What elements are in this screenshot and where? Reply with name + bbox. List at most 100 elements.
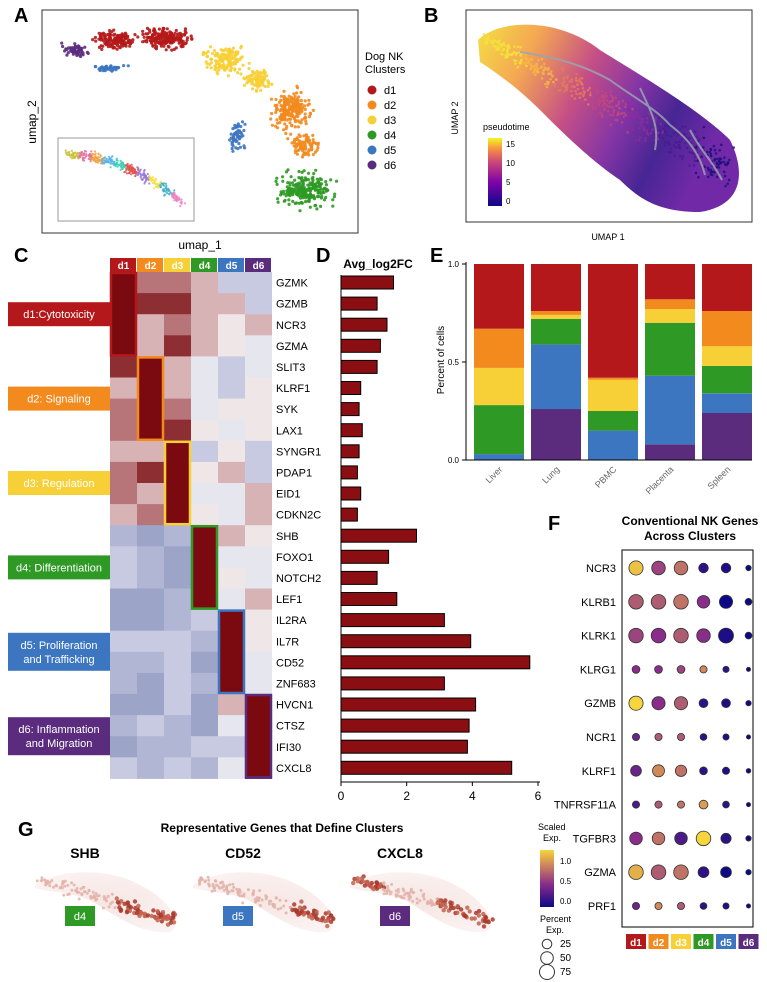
feature-g-cell <box>326 910 331 915</box>
heatmap-cell <box>191 630 218 653</box>
feature-g-cell <box>408 894 412 898</box>
dot-f-gene-label: TNFRSF11A <box>554 800 617 812</box>
umap-a-inset-cell <box>156 183 159 186</box>
umap-a-inset-cell <box>143 169 146 173</box>
heatmap-cell <box>137 377 164 400</box>
panel-letter-c: C <box>14 245 28 267</box>
umap-a-cell <box>100 47 104 52</box>
bar-e-category-label: Liver <box>484 464 505 485</box>
umap-b-cell <box>500 44 504 48</box>
dot-f-dot <box>673 864 689 880</box>
umap-a-cell <box>114 36 118 40</box>
umap-a-cell <box>239 124 243 129</box>
heatmap-cell <box>245 588 272 611</box>
umap-b-cell <box>489 39 493 43</box>
feature-g-cell <box>282 904 286 908</box>
legend-f-size-label: 75 <box>560 967 572 978</box>
umap-a-cell <box>283 122 287 126</box>
heatmap-cell <box>191 672 218 695</box>
umap-a-cell <box>60 41 64 45</box>
umap-a-cell <box>86 51 90 56</box>
bar-e-segment <box>588 379 638 411</box>
feature-g-cell <box>106 894 110 898</box>
umap-b-cell <box>693 130 697 134</box>
umap-b-cell <box>720 143 723 146</box>
feature-g-cluster-label: d4 <box>74 911 86 923</box>
dot-f-dot <box>651 560 666 576</box>
umap-a-inset-cell <box>128 169 131 172</box>
heatmap-cell <box>110 567 137 589</box>
feature-g-cell <box>77 897 81 901</box>
umap-a-cell <box>71 52 75 56</box>
umap-a-cell <box>281 189 286 193</box>
feature-g-cell <box>299 909 304 914</box>
umap-a-cell <box>180 34 184 39</box>
umap-a-cell <box>205 65 209 69</box>
heatmap-cell <box>218 672 245 695</box>
feature-g-cell <box>142 913 147 919</box>
umap-a-cell <box>334 179 339 183</box>
heatmap-cell <box>218 588 245 611</box>
umap-a-cell <box>217 65 221 69</box>
umap-b-cell <box>641 117 644 121</box>
heatmap-cell <box>218 314 245 336</box>
feature-g-cell <box>388 892 392 896</box>
heatmap-col-label: d6 <box>253 261 265 272</box>
legend-b-tick: 10 <box>506 159 515 168</box>
dot-f-cluster-swatch <box>648 934 669 949</box>
feature-g-cell <box>362 883 368 888</box>
umap-b-cell <box>717 166 721 169</box>
heatmap-group-label-2: and Migration <box>26 738 93 750</box>
heatmap-cell <box>110 504 137 526</box>
umap-a-cell <box>229 66 233 70</box>
heatmap-gene-label: LAX1 <box>276 425 303 437</box>
umap-b-cell <box>549 73 553 76</box>
umap-a-inset-cell <box>77 157 80 160</box>
heatmap-cell <box>164 461 191 484</box>
umap-b-cell <box>698 138 701 141</box>
heatmap-gene-label: GZMA <box>276 341 308 353</box>
umap-a-inset-cell <box>99 154 102 157</box>
umap-b-cell <box>553 83 557 86</box>
feature-g-cell <box>231 882 235 886</box>
heatmap-cell <box>110 736 137 758</box>
umap-a-cell <box>177 39 181 43</box>
heatmap-cell <box>110 609 137 632</box>
umap-a-inset-cell <box>94 154 97 157</box>
umap-a-inset-cell <box>68 154 71 157</box>
feature-g-cell <box>59 885 63 889</box>
heatmap-cell <box>191 483 218 505</box>
umap-a-cell <box>209 61 213 65</box>
umap-b-cell <box>552 80 555 84</box>
dot-f-dot <box>631 665 641 674</box>
umap-a-cell <box>331 198 335 202</box>
dot-f-dot <box>720 832 732 844</box>
legend-f-size-label: 25 <box>560 939 572 950</box>
umap-a-inset-cell <box>144 176 147 179</box>
umap-b-cell <box>712 144 716 148</box>
umap-a-inset-cell <box>65 152 68 155</box>
feature-g-umap-shape <box>193 872 334 933</box>
umap-a-inset-cell <box>143 182 146 185</box>
bar-d-tick-label: 2 <box>403 789 410 803</box>
umap-b-cell <box>568 80 571 83</box>
feature-g-cell <box>374 880 379 885</box>
umap-b-cell <box>547 72 551 75</box>
umap-b-cell <box>706 166 710 170</box>
umap-a-cell <box>306 194 310 198</box>
umap-b-cell <box>666 134 669 137</box>
umap-a-cell <box>298 143 302 147</box>
bar-d-tick-label: 6 <box>535 789 542 803</box>
heatmap-cell <box>218 419 245 442</box>
umap-a-cell <box>287 190 291 195</box>
heatmap-cell <box>245 651 272 674</box>
umap-b-cell <box>664 124 667 127</box>
umap-b-cell <box>587 91 591 95</box>
umap-b-cell <box>637 138 641 142</box>
umap-a-inset-cell <box>142 174 145 177</box>
feature-g-cell <box>241 901 245 905</box>
feature-g-cell <box>274 896 278 900</box>
dot-f-dot <box>654 800 663 809</box>
heatmap-group-label-box <box>8 302 110 327</box>
umap-a-cell <box>234 58 238 63</box>
